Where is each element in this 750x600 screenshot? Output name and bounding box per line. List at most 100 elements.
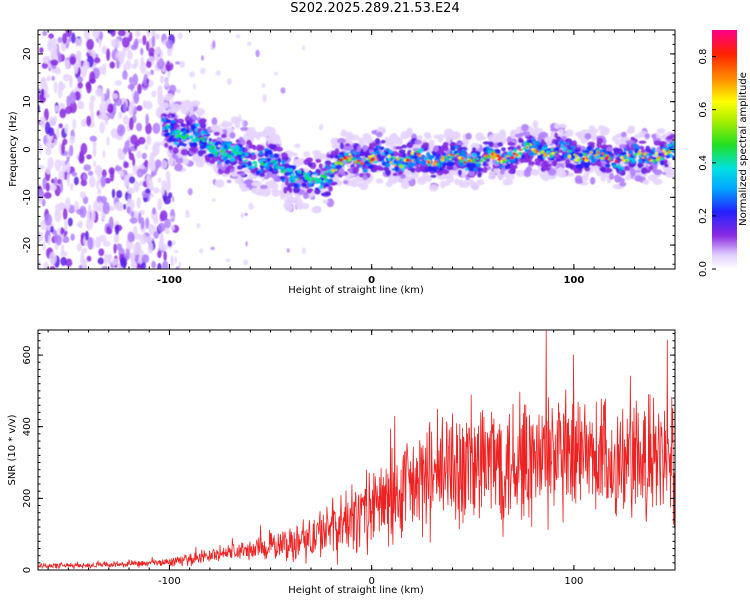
- heatmap-cell: [279, 175, 285, 180]
- heatmap-cell: [77, 82, 83, 89]
- heatmap-cell: [190, 100, 201, 107]
- heatmap-cell: [229, 132, 236, 139]
- heatmap-cell: [627, 125, 636, 134]
- heatmap-cell: [476, 161, 480, 165]
- heatmap-cell: [190, 146, 198, 154]
- heatmap-cell: [496, 154, 501, 158]
- heatmap-cell: [44, 83, 49, 95]
- heatmap-cell: [169, 215, 175, 219]
- heatmap-cell: [338, 167, 345, 176]
- heatmap-cell: [43, 192, 52, 199]
- heatmap-cell: [608, 157, 612, 160]
- heatmap-cell: [76, 208, 84, 215]
- heatmap-cell: [647, 152, 653, 157]
- heatmap-cell: [108, 216, 114, 230]
- heatmap-cell: [637, 158, 643, 164]
- colorbar-tick-label: 0.0: [698, 261, 709, 277]
- heatmap-cell: [550, 157, 555, 161]
- heatmap-cell: [53, 233, 60, 243]
- heatmap-cell: [151, 35, 156, 48]
- heatmap-cell: [193, 83, 197, 90]
- heatmap-cell: [634, 133, 644, 139]
- heatmap-cell: [313, 173, 318, 176]
- heatmap-cell: [475, 157, 480, 160]
- heatmap-cell: [62, 73, 71, 82]
- heatmap-cell: [100, 175, 107, 187]
- heatmap-cell: [343, 180, 349, 185]
- heatmap-cell: [309, 181, 313, 184]
- heatmap-cell: [98, 248, 105, 257]
- heatmap-cell: [559, 140, 565, 146]
- heatmap-cell: [267, 149, 273, 155]
- heatmap-cell: [212, 40, 216, 49]
- heatmap-cell: [518, 139, 525, 144]
- heatmap-cell: [152, 122, 161, 134]
- heatmap-cell: [659, 141, 665, 145]
- heatmap-cell: [320, 167, 328, 172]
- heatmap-cell: [220, 152, 224, 156]
- heatmap-cell: [79, 191, 86, 199]
- heatmap-cell: [49, 225, 54, 233]
- heatmap-cell: [132, 164, 138, 175]
- heatmap-cell: [267, 161, 271, 166]
- heatmap-cell: [145, 188, 151, 194]
- heatmap-cell: [102, 240, 111, 247]
- heatmap-cell: [280, 87, 286, 94]
- heatmap-cell: [396, 157, 400, 161]
- heatmap-cell: [174, 255, 177, 265]
- heatmap-cell: [58, 80, 64, 92]
- heatmap-cell: [391, 156, 396, 160]
- heatmap-cell: [197, 112, 202, 117]
- heatmap-cell: [305, 157, 313, 163]
- heatmap-cell: [290, 175, 294, 178]
- heatmap-cell: [144, 159, 149, 168]
- heatmap-cell: [459, 159, 463, 163]
- heatmap-cell: [89, 71, 96, 84]
- heatmap-cell: [375, 138, 381, 145]
- heatmap-cell: [666, 135, 673, 140]
- colorbar-label: Normalized spectral amplitude: [738, 72, 749, 226]
- spectrogram-heatmap: [38, 30, 675, 269]
- heatmap-cell: [656, 128, 666, 134]
- heatmap-cell: [584, 133, 592, 140]
- heatmap-cell: [100, 93, 105, 104]
- heatmap-cell: [264, 153, 269, 158]
- heatmap-cell: [53, 81, 58, 94]
- heatmap-cell: [454, 145, 459, 149]
- heatmap-cell: [76, 242, 83, 252]
- heatmap-cell: [146, 30, 151, 37]
- heatmap-cell: [114, 80, 123, 86]
- heatmap-cell: [175, 89, 181, 94]
- heatmap-cell: [414, 139, 422, 145]
- heatmap-cell: [537, 154, 542, 159]
- heatmap-cell: [113, 243, 117, 254]
- heatmap-cell: [151, 90, 157, 98]
- snr-x-tick-label: 100: [564, 576, 583, 587]
- heatmap-cell: [570, 158, 574, 161]
- heatmap-cell: [628, 157, 632, 161]
- heatmap-cell: [537, 152, 541, 155]
- heatmap-cell: [177, 32, 183, 40]
- heatmap-cell: [627, 154, 630, 158]
- heatmap-cell: [302, 192, 309, 200]
- heatmap-cell: [518, 149, 522, 152]
- heatmap-cell: [329, 174, 335, 178]
- heatmap-cell: [634, 148, 640, 154]
- spectrogram-y-ticks: -20 -10 0 10 20: [22, 34, 675, 265]
- heatmap-cell: [362, 168, 368, 173]
- heatmap-cell: [78, 153, 85, 164]
- heatmap-cell: [533, 127, 543, 132]
- heatmap-cell: [513, 149, 518, 153]
- heatmap-cell: [127, 84, 136, 90]
- heatmap-cell: [574, 149, 581, 152]
- heatmap-cell: [481, 157, 485, 160]
- heatmap-cell: [487, 150, 492, 153]
- heatmap-cell: [449, 155, 454, 158]
- heatmap-cell: [554, 151, 558, 154]
- heatmap-cell: [152, 187, 160, 194]
- heatmap-cell: [596, 170, 603, 177]
- heatmap-cell: [286, 248, 290, 253]
- heatmap-cell: [401, 181, 410, 189]
- colorbar-gradient: [712, 30, 737, 269]
- heatmap-cell: [393, 164, 397, 167]
